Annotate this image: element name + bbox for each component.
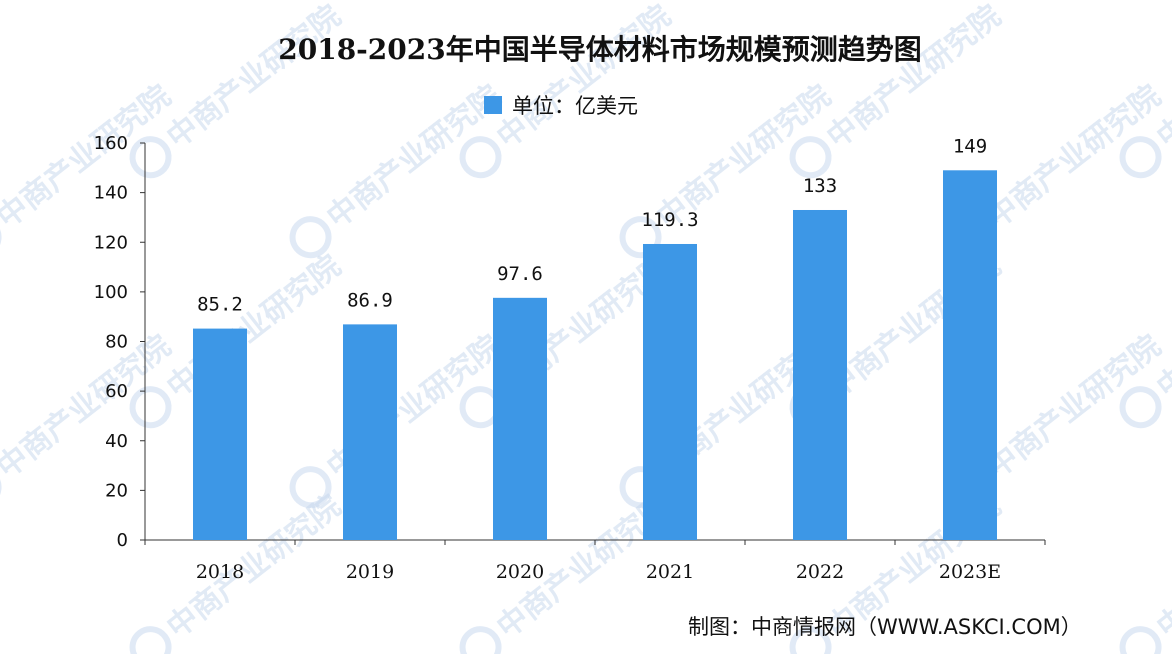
x-tick-label: 2023E	[939, 561, 1001, 583]
watermark-logo-icon	[129, 386, 172, 429]
watermark-text: 中商产业研究院	[161, 248, 348, 405]
source-note: 制图：中商情报网（WWW.ASKCI.COM）	[688, 615, 1082, 639]
watermark-logo-icon	[129, 626, 172, 654]
watermark-text: 中商产业研究院	[1151, 488, 1172, 645]
watermark-text: 中商产业研究院	[0, 328, 178, 485]
x-tick-label: 2018	[196, 561, 244, 583]
y-tick-label: 40	[105, 431, 128, 452]
watermark-logo-icon	[1119, 386, 1162, 429]
watermark: 中商产业研究院	[0, 328, 178, 509]
watermark-logo-icon	[289, 216, 332, 259]
y-tick-label: 160	[94, 133, 128, 154]
data-label: 86.9	[347, 289, 393, 311]
watermark-text: 中商产业研究院	[0, 78, 178, 235]
watermark-text: 中商产业研究院	[161, 488, 348, 645]
watermark-text: 中商产业研究院	[161, 0, 348, 155]
watermark-text: 中商产业研究院	[1151, 0, 1172, 155]
watermark-text: 中商产业研究院	[491, 0, 678, 155]
x-tick-label: 2019	[346, 561, 394, 583]
bar	[343, 324, 397, 540]
x-tick-label: 2020	[496, 561, 544, 583]
watermark: 中商产业研究院	[289, 78, 508, 259]
watermark-text: 中商产业研究院	[981, 328, 1168, 485]
watermark-text: 中商产业研究院	[821, 0, 1008, 155]
watermark-logo-icon	[459, 626, 502, 654]
watermark-logo-icon	[1119, 626, 1162, 654]
bar	[793, 209, 847, 540]
x-tick-label: 2021	[646, 561, 694, 583]
data-label: 119.3	[641, 209, 698, 231]
watermark-logo-icon	[1119, 136, 1162, 179]
watermark-text: 中商产业研究院	[981, 78, 1168, 235]
data-label: 149	[953, 135, 987, 157]
bar	[193, 328, 247, 540]
legend-label: 单位：亿美元	[512, 94, 638, 118]
y-tick-label: 20	[105, 480, 128, 501]
chart-title: 2018-2023年中国半导体材料市场规模预测趋势图	[278, 33, 921, 66]
data-label: 133	[803, 175, 837, 197]
watermark-logo-icon	[789, 626, 832, 654]
watermark-text: 中商产业研究院	[1151, 248, 1172, 405]
bar	[493, 297, 547, 540]
y-tick-label: 100	[94, 282, 128, 303]
bar	[643, 243, 697, 540]
watermark-logo-icon	[129, 136, 172, 179]
watermark-logo-icon	[789, 136, 832, 179]
y-tick-label: 80	[105, 332, 128, 353]
y-tick-label: 140	[94, 183, 128, 204]
legend-swatch	[484, 96, 502, 114]
plot-area: 0 20 40 60 80 100 120 140 160 85.2 2018 86.9 2019 97.…	[94, 133, 1046, 583]
x-tick-label: 2022	[796, 561, 844, 583]
data-label: 85.2	[197, 294, 243, 316]
watermark-logo-icon	[289, 466, 332, 509]
watermark: 中商产业研究院	[1119, 488, 1172, 654]
data-label: 97.6	[497, 263, 543, 285]
y-tick-label: 120	[94, 232, 128, 253]
y-tick-label: 60	[105, 381, 128, 402]
y-tick-label: 0	[117, 530, 128, 551]
watermark: 中商产业研究院	[0, 78, 178, 259]
watermark-logo-icon	[459, 136, 502, 179]
legend: 单位：亿美元	[484, 94, 638, 118]
watermark-text: 中商产业研究院	[321, 78, 508, 235]
bar	[943, 170, 997, 540]
